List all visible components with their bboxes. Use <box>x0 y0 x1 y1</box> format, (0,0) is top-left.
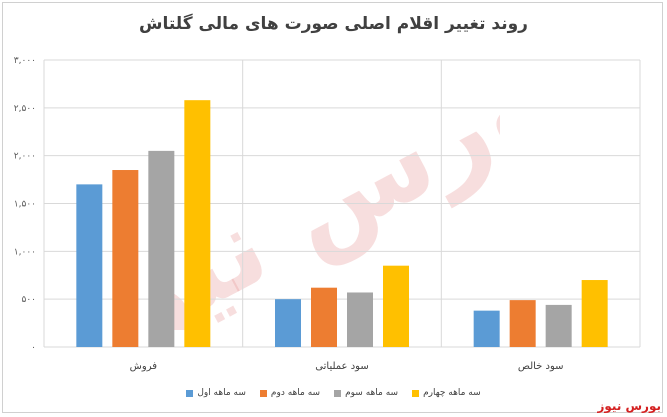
legend-swatch <box>334 389 342 397</box>
legend-swatch <box>186 389 194 397</box>
legend-label: سه ماهه چهارم <box>423 388 481 398</box>
x-category-label: فروش <box>130 361 158 372</box>
y-tick-label: ۰ <box>31 343 36 353</box>
legend-label: سه ماهه دوم <box>270 388 321 398</box>
bar-1-cat-1 <box>76 184 103 347</box>
bar-2-cat-2 <box>311 287 337 347</box>
y-tick-label: ۱,۵۰۰ <box>14 200 36 210</box>
x-category-label: سود عملیاتی <box>315 361 368 372</box>
y-tick-label: ۵۰۰ <box>21 295 36 305</box>
bar-2-cat-1 <box>112 170 139 347</box>
bar-3-cat-1 <box>148 150 175 347</box>
bar-2-cat-3 <box>509 300 536 347</box>
legend-item-3: سه ماهه سوم <box>334 388 398 398</box>
x-category-label: سود خالص <box>518 361 564 372</box>
legend-item-4: سه ماهه چهارم <box>412 388 481 398</box>
source-watermark: بورس نیوز <box>597 399 661 413</box>
bar-3-cat-3 <box>545 304 572 347</box>
bar-4-cat-2 <box>383 265 409 347</box>
y-tick-label: ۲,۰۰۰ <box>14 152 36 162</box>
y-tick-label: ۳,۰۰۰ <box>14 56 36 66</box>
bar-1-cat-3 <box>473 310 500 347</box>
bar-4-cat-1 <box>184 100 211 348</box>
legend-label: سه ماهه سوم <box>345 388 399 398</box>
bar-1-cat-2 <box>275 299 301 347</box>
legend-swatch <box>259 389 267 397</box>
chart-legend: سه ماهه اول سه ماهه دوم سه ماهه سوم سه ماهه… <box>0 388 667 398</box>
bar-3-cat-2 <box>347 292 373 347</box>
y-tick-label: ۱,۰۰۰ <box>14 247 36 257</box>
bar-4-cat-3 <box>581 280 608 347</box>
legend-label: سه ماهه اول <box>197 388 246 398</box>
legend-item-1: سه ماهه اول <box>186 388 246 398</box>
chart-title: روند تغییر اقلام اصلی صورت های مالی گلتا… <box>139 14 528 34</box>
legend-swatch <box>412 389 420 397</box>
legend-item-2: سه ماهه دوم <box>259 388 321 398</box>
y-tick-label: ۲,۵۰۰ <box>14 104 36 114</box>
